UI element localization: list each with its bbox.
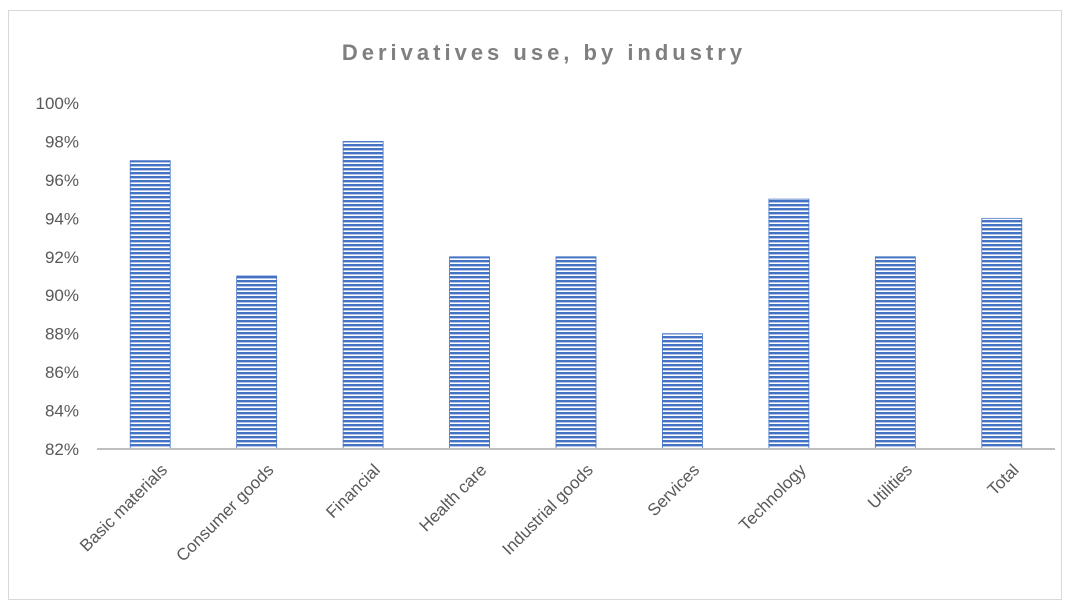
y-tick-label: 86%: [45, 363, 79, 382]
x-tick-label: Industrial goods: [499, 460, 597, 558]
y-tick-label: 100%: [36, 94, 79, 113]
x-tick-label: Total: [984, 460, 1023, 499]
x-tick-label: Financial: [322, 460, 384, 522]
x-tick-label: Consumer goods: [173, 460, 278, 565]
bar-basic-materials: [129, 160, 171, 450]
bars-group: [129, 141, 1023, 450]
chart-title: Derivatives use, by industry: [342, 40, 746, 65]
bar-technology: [768, 198, 810, 450]
y-tick-label: 96%: [45, 171, 79, 190]
bar-health-care: [449, 256, 490, 450]
x-tick-label: Technology: [735, 460, 810, 535]
x-axis: Basic materials Consumer goods Financial He…: [76, 460, 1022, 565]
bar-utilities: [874, 256, 916, 450]
y-axis: 82% 84% 86% 88% 90% 92% 94% 96% 98% 100%: [36, 94, 79, 459]
bar-total: [981, 217, 1023, 450]
bar-consumer-goods: [236, 275, 278, 450]
y-tick-label: 84%: [45, 402, 79, 421]
x-tick-label: Basic materials: [76, 460, 171, 555]
x-tick-label: Services: [644, 460, 704, 520]
y-tick-label: 88%: [45, 325, 79, 344]
y-tick-label: 90%: [45, 286, 79, 305]
bar-services: [662, 333, 703, 450]
y-tick-label: 92%: [45, 248, 79, 267]
y-tick-label: 82%: [45, 440, 79, 459]
y-tick-label: 98%: [45, 132, 79, 151]
x-tick-label: Utilities: [864, 460, 916, 512]
x-tick-label: Health care: [415, 460, 490, 535]
bar-industrial-goods: [555, 256, 597, 450]
y-tick-label: 94%: [45, 209, 79, 228]
bar-financial: [342, 141, 384, 450]
